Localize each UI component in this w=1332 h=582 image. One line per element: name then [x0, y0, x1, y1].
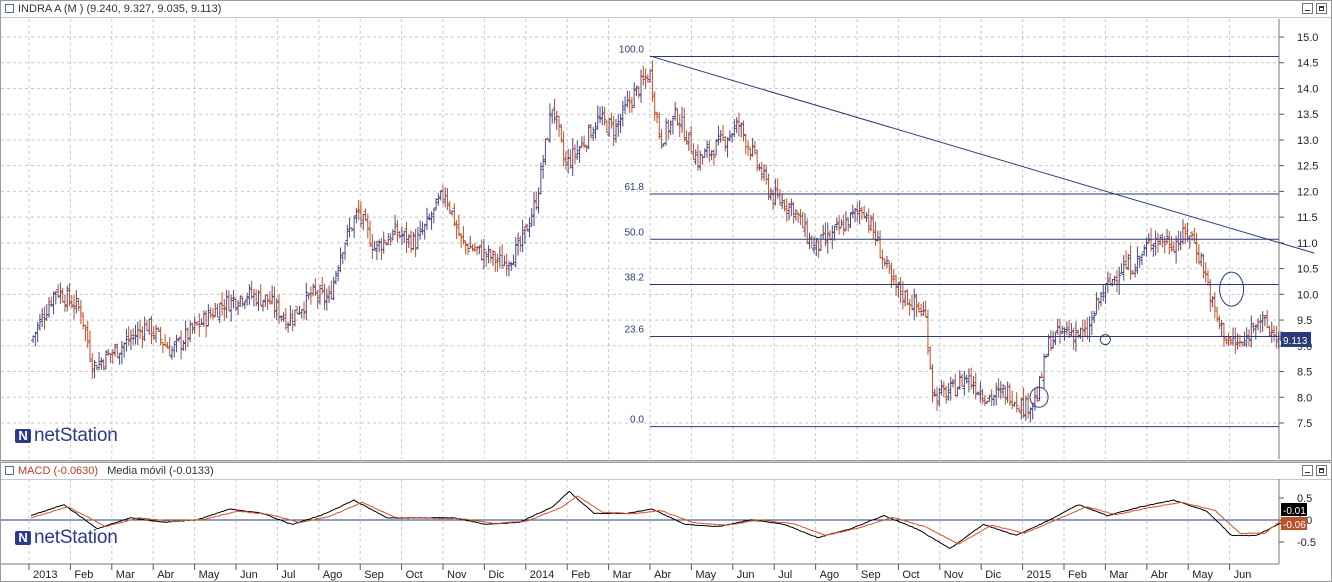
annotation-ellipse	[1219, 271, 1245, 307]
macd-pane-titlebar: MACD (-0.0630) Media móvil (-0.0133)	[1, 463, 1331, 480]
price-y-tick: 10.0	[1297, 289, 1318, 301]
x-axis-label: Mar	[613, 569, 632, 581]
x-axis-label: Dic	[985, 569, 1001, 581]
price-y-tick: 11.0	[1297, 238, 1318, 250]
x-axis-label: May	[199, 569, 220, 581]
macd-y-tick: 0.5	[1297, 493, 1312, 505]
x-axis-label: Feb	[1068, 569, 1087, 581]
x-axis-label: Jun	[1234, 569, 1252, 581]
macd-title: MACD (-0.0630)	[18, 465, 99, 477]
last-price-tag-text: 9.113	[1283, 336, 1308, 347]
minimize-icon[interactable]	[1302, 465, 1313, 476]
price-y-tick: 11.5	[1297, 212, 1318, 224]
x-axis-label: May	[1192, 569, 1213, 581]
last-price-tag	[1281, 331, 1311, 347]
macd-series-line	[30, 495, 1282, 545]
fib-level-label: 0.0	[630, 415, 644, 426]
minimize-icon[interactable]	[1302, 3, 1313, 14]
price-y-tick: 8.5	[1297, 367, 1312, 379]
annotation-ellipse	[1099, 334, 1111, 346]
price-pane-titlebar: INDRA A (M ) (9.240, 9.327, 9.035, 9.113…	[1, 1, 1331, 18]
price-y-tick: 8.0	[1297, 392, 1312, 404]
x-axis-label: Oct	[902, 569, 919, 581]
x-axis-label: Abr	[1151, 569, 1168, 581]
x-axis-label: 2015	[1027, 569, 1051, 581]
price-y-tick: 14.0	[1297, 83, 1318, 95]
price-y-tick: 9.5	[1297, 315, 1312, 327]
chart-symbol-icon	[5, 4, 14, 13]
price-pane-title: INDRA A (M ) (9.240, 9.327, 9.035, 9.113…	[18, 3, 222, 15]
price-y-tick: 13.5	[1297, 109, 1318, 121]
trendline	[651, 56, 1315, 254]
price-y-tick: 13.0	[1297, 135, 1318, 147]
fib-level-label: 61.8	[624, 182, 644, 193]
annotation-ellipse	[1029, 386, 1049, 408]
x-axis-label: 2014	[530, 569, 554, 581]
x-axis-label: Sep	[861, 569, 881, 581]
fib-level-label: 100.0	[619, 45, 644, 56]
x-axis-label: Jun	[737, 569, 755, 581]
x-axis-label: Abr	[157, 569, 174, 581]
x-axis-label: Abr	[654, 569, 671, 581]
x-axis-label: Feb	[571, 569, 590, 581]
x-axis-label: Oct	[406, 569, 423, 581]
macd-pane[interactable]: MACD (-0.0630) Media móvil (-0.0133) 0.5…	[0, 462, 1332, 582]
x-axis-label: May	[695, 569, 716, 581]
fib-level-label: 50.0	[624, 227, 644, 238]
x-axis-label: Jul	[281, 569, 295, 581]
x-axis-label: Jul	[778, 569, 792, 581]
x-axis-label: 2013	[33, 569, 57, 581]
macd-y-tick: -0.5	[1297, 537, 1316, 549]
x-axis-label: Ago	[820, 569, 840, 581]
price-y-tick: 12.0	[1297, 186, 1318, 198]
x-axis-label: Nov	[447, 569, 467, 581]
x-axis-label: Sep	[364, 569, 384, 581]
macd-ma-title: Media móvil (-0.0133)	[107, 465, 214, 477]
brand-name: netStation	[34, 527, 118, 548]
price-y-tick: 15.0	[1297, 32, 1318, 44]
price-chart[interactable]: 15.0 14.5 14.0 13.5 13.0 12.5 12.0 11.5 11.0 10.5…	[1, 1, 1331, 460]
x-axis-label: Dic	[488, 569, 504, 581]
chart-symbol-icon	[5, 466, 14, 475]
netstation-logo-icon: N	[15, 531, 31, 545]
price-y-tick: 10.5	[1297, 264, 1318, 276]
price-pane[interactable]: INDRA A (M ) (9.240, 9.327, 9.035, 9.113…	[0, 0, 1332, 461]
macd-value-tag-text: -0.01	[1283, 506, 1306, 517]
x-axis-label: Mar	[116, 569, 135, 581]
x-axis-label: Ago	[323, 569, 343, 581]
netstation-logo-icon: N	[15, 429, 31, 443]
fib-level-label: 38.2	[624, 273, 644, 284]
x-axis-label: Feb	[74, 569, 93, 581]
x-axis-label: Mar	[1109, 569, 1128, 581]
price-y-tick: 12.5	[1297, 161, 1318, 173]
x-axis-label: Jun	[240, 569, 258, 581]
brand-name: netStation	[34, 425, 118, 446]
maximize-icon[interactable]	[1316, 3, 1327, 14]
macd-value-tag	[1281, 517, 1307, 530]
macd-value-tag	[1281, 503, 1307, 516]
x-axis-label: Nov	[944, 569, 964, 581]
fib-level-label: 23.6	[624, 325, 644, 336]
macd-value-tag-text: -0.06	[1283, 520, 1306, 531]
price-y-tick: 7.5	[1297, 418, 1312, 430]
maximize-icon[interactable]	[1316, 465, 1327, 476]
price-y-tick: 14.5	[1297, 58, 1318, 70]
macd-chart[interactable]: 0.50.0-0.5-0.01-0.062013FebMarAbrMayJunJ…	[1, 463, 1331, 581]
